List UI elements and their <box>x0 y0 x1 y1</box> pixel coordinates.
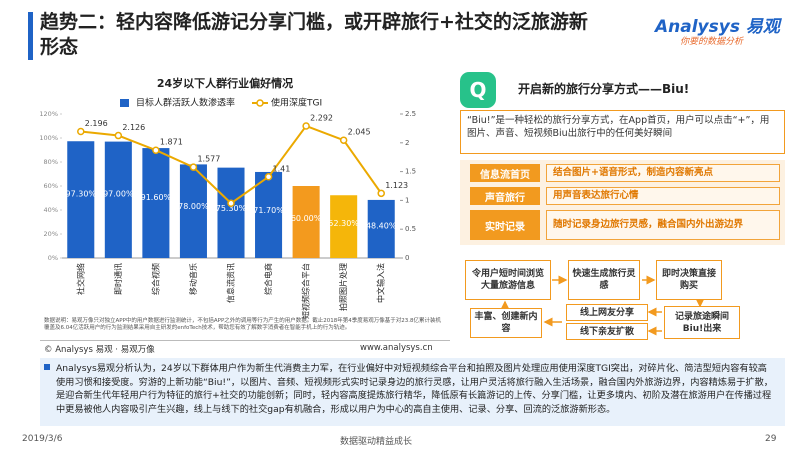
flow-box: 线下亲友扩散 <box>566 323 648 340</box>
line-point <box>302 122 310 130</box>
footer-date: 2019/3/6 <box>22 434 63 444</box>
bar <box>104 141 132 258</box>
y2-tick-label: 2 <box>405 139 409 147</box>
slide-title: 趋势二：轻内容降低游记分享门槛，或开辟旅行+社交的泛旅游新形态 <box>40 11 588 58</box>
feature-name: 实时记录 <box>470 210 540 240</box>
flow-box: 令用户短时间浏览大量旅游信息 <box>465 260 551 300</box>
bar <box>217 167 245 258</box>
arrows <box>500 275 705 336</box>
y2-tick-label: 2.5 <box>405 110 416 118</box>
flow-box: 快速生成旅行灵感 <box>568 260 640 300</box>
x-tick-label: 综合视频 <box>150 263 160 295</box>
x-tick-label: 拍照图片处理 <box>338 263 348 311</box>
line-point <box>264 173 273 181</box>
bar <box>142 148 170 258</box>
line-point <box>77 127 85 136</box>
x-tick-label: 社交网络 <box>75 263 85 295</box>
line-value-label: 1.577 <box>197 155 220 164</box>
legend-label: 目标人群活跃人数渗透率 <box>136 97 235 109</box>
legend-label: 使用深度TGI <box>271 97 322 109</box>
summary: Analysys易观分析认为，24岁以下群体用户作为新生代消费主力军，在行业偏好… <box>40 358 785 426</box>
y2-tick-label: 1.5 <box>405 168 416 176</box>
bar-value-label: 71.70% <box>253 206 284 215</box>
line-value-label: 2.196 <box>85 119 108 128</box>
panel-title: 开启新的旅行分享方式——Biu! <box>518 82 690 96</box>
summary-bullet <box>44 364 50 370</box>
feature-name: 声音旅行 <box>470 187 540 205</box>
legend-swatch <box>256 99 264 107</box>
line-value-label: 1.871 <box>160 138 183 147</box>
bar <box>367 199 395 258</box>
logo-slogan: 你要的数据分析 <box>680 37 744 47</box>
flow-box: 线上网友分享 <box>566 304 648 321</box>
y-tick-label: 20% <box>44 230 58 238</box>
bar <box>330 195 358 258</box>
x-tick-label: 短视频综合平台 <box>301 263 311 319</box>
line-point <box>339 136 348 144</box>
chart-website: www.analysys.cn <box>360 343 433 353</box>
feature-text: 随时记录身边旅行灵感，融合国内外出游边界 <box>546 210 780 240</box>
bar-value-label: 91.60% <box>141 193 172 202</box>
footer-slogan: 数据驱动精益成长 <box>340 437 413 447</box>
feature-text: 用声音表达旅行心情 <box>546 187 780 205</box>
y2-tick-label: 0 <box>405 254 409 262</box>
logo: Analysys 易观 <box>655 17 780 37</box>
x-tick-label: 移动音乐 <box>188 263 198 295</box>
bar-value-label: 97.30% <box>66 189 97 198</box>
line-point <box>189 163 198 171</box>
y-tick-label: 100% <box>39 134 58 142</box>
bar-value-label: 48.40% <box>366 222 397 231</box>
bar-value-label: 60.00% <box>291 214 322 223</box>
y2-tick-label: 0.5 <box>405 225 416 233</box>
line-value-label: 2.126 <box>122 123 145 132</box>
bar <box>255 171 283 258</box>
bar-value-label: 52.30% <box>328 219 359 228</box>
bar <box>67 141 95 258</box>
x-tick-label: 中文输入法 <box>376 263 386 303</box>
chart-source: © Analysys 易观 · 易观万像 <box>44 345 155 355</box>
y-tick-label: 120% <box>39 110 58 118</box>
flow-box: 丰富、创建新内容 <box>470 308 542 338</box>
bar-value-label: 75.30% <box>216 204 247 213</box>
line-point <box>227 199 235 208</box>
y-tick-label: 40% <box>44 206 58 214</box>
bar <box>179 164 207 258</box>
flow-box: 即时决策直接购买 <box>656 260 722 300</box>
line-value-label: 1.123 <box>385 181 408 190</box>
footer-page: 29 <box>765 434 777 444</box>
y2-tick-label: 1 <box>405 196 409 204</box>
bar-value-label: 78.00% <box>178 202 209 211</box>
feature-name: 信息流首页 <box>470 164 540 182</box>
flow-box: 记录旅途瞬间Biu!出来 <box>664 306 740 339</box>
x-tick-label: 即时通讯 <box>113 263 123 295</box>
feature-text: 结合图片+语音形式，制造内容新亮点 <box>546 164 780 182</box>
line-value-label: 1.41 <box>273 164 291 173</box>
line-value-label: 2.292 <box>310 113 333 122</box>
legend-swatch <box>120 99 129 107</box>
y-tick-label: 60% <box>44 182 58 190</box>
chart-note: 数据说明：易观万像只对独立APP中的用户数据进行监测统计，不包括APP之外的调用… <box>44 318 442 331</box>
y-tick-label: 0% <box>48 254 58 262</box>
bar-value-label: 97.00% <box>103 189 134 198</box>
line-point <box>377 189 385 198</box>
line-value-label: 2.045 <box>348 128 371 137</box>
line-point <box>152 146 160 154</box>
x-tick-label: 综合电商 <box>263 263 273 295</box>
x-tick-label: 信息流资讯 <box>226 263 236 303</box>
title-accent <box>28 12 33 60</box>
panel-description: “Biu!”是一种轻松的旅行分享方式，在App首页，用户可以点击“+”，用图片、… <box>460 110 785 154</box>
line-point <box>114 131 123 140</box>
app-icon: Q <box>460 72 496 108</box>
chart-footer-rule <box>40 340 450 341</box>
chart-title: 24岁以下人群行业偏好情况 <box>157 76 293 90</box>
bar <box>292 186 320 258</box>
y-tick-label: 80% <box>44 158 58 166</box>
